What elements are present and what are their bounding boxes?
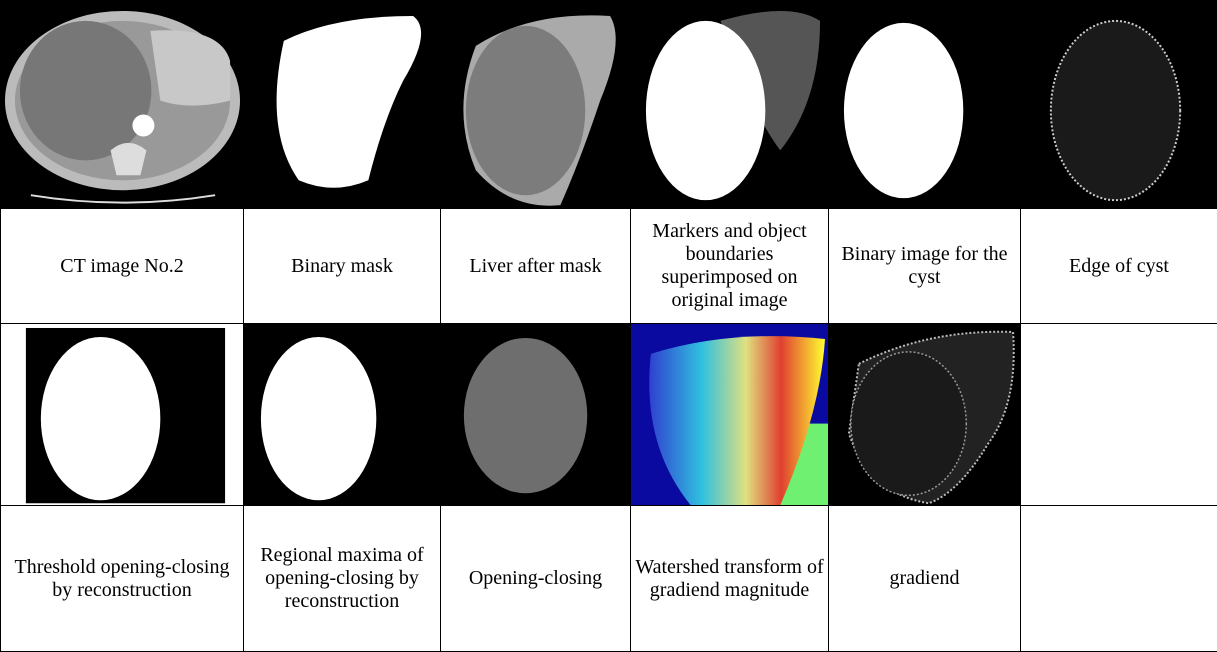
- image-cell: [441, 1, 631, 209]
- caption: CT image No.2: [1, 209, 244, 324]
- image-cell: [1, 324, 244, 506]
- watershed-image: [631, 324, 828, 505]
- edge-image: [1021, 1, 1217, 208]
- image-cell: [244, 324, 441, 506]
- caption: Regional maxima of opening-closing by re…: [244, 506, 441, 652]
- caption: Threshold opening-closing by reconstruct…: [1, 506, 244, 652]
- image-cell: [829, 1, 1021, 209]
- image-cell: [441, 324, 631, 506]
- caption: Liver after mask: [441, 209, 631, 324]
- empty-cell: [1021, 506, 1217, 652]
- image-row: [1, 324, 1217, 506]
- caption: gradiend: [829, 506, 1021, 652]
- caption-row: Threshold opening-closing by reconstruct…: [1, 506, 1217, 652]
- image-cell: [631, 1, 829, 209]
- caption: Watershed transform of gradiend magnitud…: [631, 506, 829, 652]
- caption: Binary image for the cyst: [829, 209, 1021, 324]
- binary-cyst-image: [829, 1, 1020, 208]
- maxima-image: [244, 324, 440, 505]
- image-cell: [1, 1, 244, 209]
- image-cell: [829, 324, 1021, 506]
- binary-mask-image: [244, 1, 440, 208]
- ct-image: [1, 1, 243, 208]
- opening-closing-image: [441, 324, 630, 505]
- caption: Markers and object boundaries superimpos…: [631, 209, 829, 324]
- gradient-image: [829, 324, 1020, 505]
- liver-image: [441, 1, 630, 208]
- markers-image: [631, 1, 828, 208]
- caption-row: CT image No.2 Binary mask Liver after ma…: [1, 209, 1217, 324]
- image-cell: [1021, 1, 1217, 209]
- image-row: [1, 1, 1217, 209]
- threshold-image: [1, 324, 243, 505]
- caption: Edge of cyst: [1021, 209, 1217, 324]
- caption: Opening-closing: [441, 506, 631, 652]
- empty-cell: [1021, 324, 1217, 506]
- caption: Binary mask: [244, 209, 441, 324]
- image-cell: [631, 324, 829, 506]
- image-cell: [244, 1, 441, 209]
